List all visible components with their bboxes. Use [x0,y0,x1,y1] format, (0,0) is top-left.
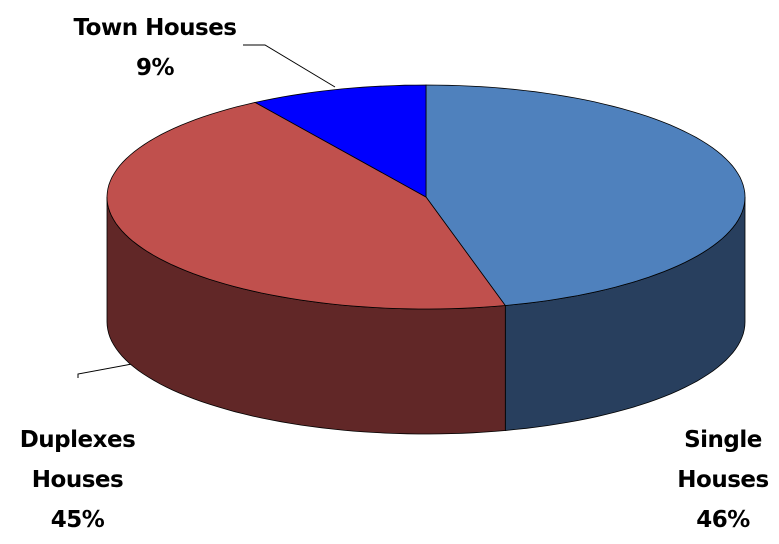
slice [425,84,746,306]
slice-label: Duplexes Houses 45% [5,420,150,540]
value-label: 45% [50,507,105,533]
leader-line [77,363,133,378]
slice [253,84,427,198]
category-label: Town Houses [73,15,237,41]
leader-line [243,44,336,88]
value-label: 9% [135,55,175,81]
category-label: Duplexes Houses [19,427,136,493]
slice [106,101,507,310]
slice-label: Town Houses 9% [40,8,270,88]
category-label: Single Houses [677,427,769,493]
value-label: 46% [696,507,750,533]
slice-label: Single Houses 46% [668,420,778,540]
